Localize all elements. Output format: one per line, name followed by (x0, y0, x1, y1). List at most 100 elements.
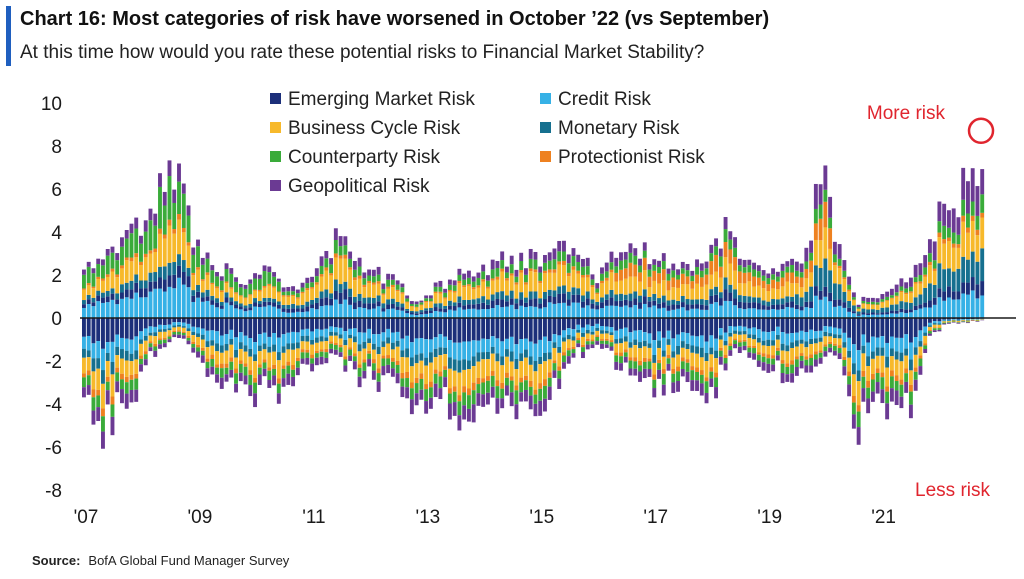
bar-segment (362, 362, 367, 371)
bar-segment (913, 282, 918, 284)
bar-segment (932, 304, 937, 318)
bar-segment (680, 361, 685, 369)
bar-segment (832, 241, 837, 255)
bar-segment (676, 279, 680, 288)
bar-segment (262, 271, 267, 286)
bar-segment (215, 298, 219, 303)
bar-segment (148, 326, 153, 333)
bar-segment (139, 297, 143, 318)
bar-segment (552, 360, 557, 364)
bar-segment (780, 360, 785, 364)
bar-segment (191, 254, 196, 273)
bar-segment (870, 304, 875, 305)
bar-segment (105, 381, 110, 391)
bar-segment (452, 318, 457, 343)
bar-segment (191, 247, 196, 255)
bar-segment (357, 266, 362, 276)
bar-segment (695, 371, 699, 381)
bar-segment (723, 277, 728, 290)
bar-segment (604, 280, 609, 295)
bar-segment (447, 393, 452, 404)
bar-segment (813, 208, 818, 224)
bar-segment (253, 278, 257, 290)
bar-segment (880, 389, 885, 404)
bar-segment (889, 295, 894, 298)
bar-segment (661, 295, 666, 303)
bar-segment (452, 305, 457, 311)
bar-segment (86, 335, 91, 351)
bar-segment (314, 282, 319, 285)
bar-segment (528, 299, 533, 307)
bar-segment (395, 318, 400, 332)
bar-segment (861, 353, 866, 371)
bar-segment (181, 322, 186, 327)
bar-segment (581, 301, 585, 308)
bar-segment (547, 302, 552, 318)
bar-segment (946, 320, 951, 322)
bar-segment (390, 368, 395, 377)
bar-segment (386, 355, 391, 359)
bar-segment (937, 318, 942, 322)
bar-segment (695, 346, 699, 354)
bar-segment (647, 296, 652, 302)
bar-segment (543, 299, 547, 308)
bar-segment (638, 342, 642, 349)
bar-segment (619, 252, 623, 261)
bar-segment (718, 347, 723, 351)
bar-segment (813, 286, 818, 296)
bar-segment (870, 297, 875, 302)
bar-segment (215, 307, 219, 318)
bar-segment (528, 386, 533, 396)
bar-segment (300, 291, 305, 294)
bar-segment (899, 379, 904, 385)
bar-segment (395, 301, 400, 307)
bar-segment (310, 308, 315, 318)
bar-segment (424, 401, 429, 414)
bar-segment (794, 332, 799, 341)
bar-segment (538, 298, 543, 304)
bar-segment (628, 252, 633, 263)
bar-segment (390, 332, 395, 343)
bar-segment (894, 318, 899, 338)
bar-segment (381, 294, 386, 304)
bar-segment (452, 402, 457, 416)
bar-segment (723, 358, 728, 364)
bar-segment (371, 297, 376, 304)
bar-segment (409, 305, 414, 307)
bar-segment (300, 358, 305, 364)
bar-segment (766, 332, 771, 340)
bar-segment (243, 345, 248, 352)
bar-segment (837, 334, 842, 339)
bar-segment (229, 369, 234, 378)
bar-segment (956, 322, 961, 323)
bar-segment (614, 318, 619, 331)
bar-segment (514, 344, 519, 359)
bar-segment (633, 330, 638, 340)
bar-segment (851, 396, 856, 403)
bar-segment (566, 318, 571, 329)
bar-segment (851, 402, 856, 415)
bar-segment (581, 336, 585, 345)
bar-segment (775, 276, 780, 282)
bar-segment (785, 374, 790, 382)
bar-segment (248, 294, 253, 296)
bar-segment (562, 285, 566, 294)
bar-segment (756, 337, 761, 343)
bar-segment (229, 329, 234, 340)
bar-segment (818, 267, 823, 291)
bar-segment (224, 263, 229, 270)
bar-segment (267, 297, 272, 302)
bar-segment (319, 318, 324, 330)
bar-segment (595, 305, 600, 310)
bar-segment (790, 348, 795, 361)
bar-segment (196, 351, 200, 358)
bar-segment (262, 368, 267, 377)
bar-segment (447, 318, 452, 341)
bar-segment (747, 328, 752, 335)
bar-segment (395, 360, 400, 365)
bar-segment (352, 336, 357, 343)
bar-segment (362, 318, 367, 333)
bar-segment (904, 302, 909, 310)
bar-segment (861, 388, 866, 402)
bar-segment (352, 280, 357, 297)
